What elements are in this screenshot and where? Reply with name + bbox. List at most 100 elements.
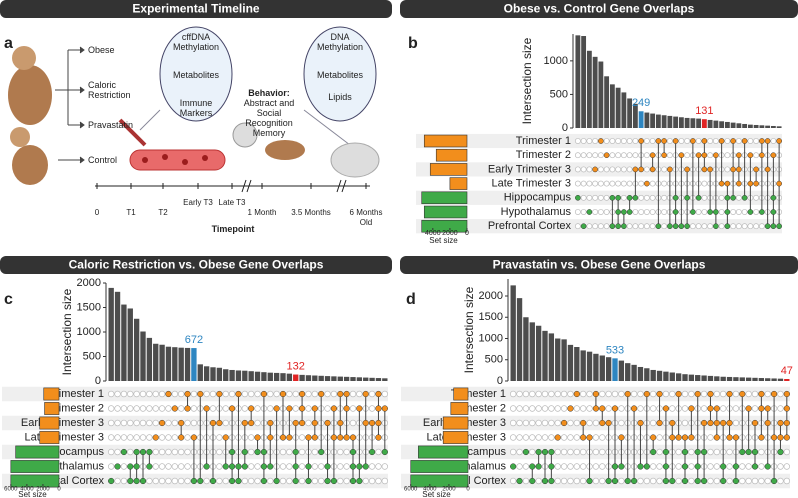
sample-bubble bbox=[303, 26, 377, 122]
set-size-bar bbox=[15, 445, 60, 459]
empty-dot bbox=[286, 390, 293, 398]
set-tick-label: 6000 bbox=[404, 487, 418, 493]
empty-dot bbox=[317, 477, 325, 485]
empty-dot bbox=[541, 419, 549, 427]
empty-dot bbox=[777, 405, 784, 412]
intersection-bar bbox=[770, 125, 776, 128]
timepoint-label: 6 Months Old bbox=[349, 208, 383, 227]
intersection-bar bbox=[599, 355, 605, 381]
member-dot bbox=[741, 138, 748, 144]
member-dot bbox=[700, 448, 708, 456]
empty-dot bbox=[726, 477, 733, 485]
intersection-bar bbox=[133, 318, 140, 381]
member-dot bbox=[586, 209, 593, 215]
set-size-bar bbox=[423, 205, 468, 219]
intersection-bar bbox=[548, 333, 555, 381]
intersection-bar bbox=[625, 363, 631, 381]
empty-dot bbox=[586, 405, 593, 412]
empty-dot bbox=[700, 405, 708, 412]
member-dot bbox=[343, 390, 350, 398]
intersection-bar bbox=[701, 119, 707, 128]
empty-dot bbox=[707, 138, 714, 144]
empty-dot bbox=[120, 463, 128, 470]
empty-dot bbox=[599, 477, 606, 485]
member-dot bbox=[661, 152, 667, 159]
empty-dot bbox=[337, 463, 344, 470]
empty-dot bbox=[516, 419, 523, 427]
member-dot bbox=[190, 477, 198, 485]
empty-dot bbox=[343, 448, 350, 456]
member-dot bbox=[751, 463, 759, 470]
member-dot bbox=[669, 434, 676, 441]
member-dot bbox=[171, 405, 178, 412]
member-dot bbox=[254, 434, 261, 441]
empty-dot bbox=[615, 180, 622, 187]
member-dot bbox=[356, 463, 363, 470]
intersection-bar bbox=[707, 375, 714, 381]
set-tick-label: 0 bbox=[466, 487, 470, 493]
empty-dot bbox=[620, 194, 627, 201]
empty-dot bbox=[688, 463, 695, 470]
empty-dot bbox=[618, 405, 625, 412]
empty-dot bbox=[573, 477, 581, 485]
empty-dot bbox=[152, 463, 159, 470]
member-dot bbox=[730, 194, 736, 201]
member-dot bbox=[222, 463, 229, 470]
intersection-bar bbox=[655, 114, 661, 128]
member-dot bbox=[127, 477, 134, 485]
set-tick-label: 4000 bbox=[425, 230, 441, 237]
empty-dot bbox=[741, 209, 748, 215]
empty-dot bbox=[222, 419, 229, 427]
empty-dot bbox=[541, 390, 549, 398]
empty-dot bbox=[751, 405, 759, 412]
member-dot bbox=[567, 405, 574, 412]
empty-dot bbox=[311, 477, 319, 485]
empty-dot bbox=[535, 405, 542, 412]
empty-dot bbox=[286, 448, 293, 456]
empty-dot bbox=[516, 434, 523, 441]
member-dot bbox=[720, 477, 727, 485]
y-tick-label: 1000 bbox=[77, 326, 101, 338]
set-size-bar bbox=[410, 460, 469, 473]
member-dot bbox=[184, 405, 191, 412]
empty-dot bbox=[592, 223, 599, 230]
empty-dot bbox=[509, 390, 517, 398]
member-dot bbox=[203, 463, 210, 470]
member-dot bbox=[777, 448, 784, 456]
empty-dot bbox=[311, 390, 319, 398]
empty-dot bbox=[548, 419, 555, 427]
empty-dot bbox=[368, 405, 376, 412]
member-dot bbox=[718, 138, 725, 144]
empty-dot bbox=[560, 463, 568, 470]
empty-dot bbox=[615, 166, 622, 173]
empty-dot bbox=[758, 223, 765, 230]
empty-dot bbox=[573, 419, 581, 427]
member-dot bbox=[655, 223, 662, 230]
empty-dot bbox=[177, 477, 185, 485]
member-dot bbox=[286, 434, 293, 441]
y-axis-title: Intersection size bbox=[462, 286, 476, 373]
member-dot bbox=[662, 463, 670, 470]
empty-dot bbox=[330, 390, 338, 398]
member-dot bbox=[764, 405, 771, 412]
empty-dot bbox=[522, 477, 530, 485]
empty-dot bbox=[190, 405, 198, 412]
intersection-bar bbox=[159, 344, 165, 381]
empty-dot bbox=[529, 390, 536, 398]
empty-dot bbox=[529, 419, 536, 427]
empty-dot bbox=[267, 405, 274, 412]
intersection-bar bbox=[581, 36, 587, 129]
intersection-bar bbox=[621, 92, 627, 128]
empty-dot bbox=[375, 477, 382, 485]
intersection-bar bbox=[248, 371, 254, 381]
empty-dot bbox=[618, 477, 625, 485]
member-dot bbox=[675, 434, 682, 441]
intersection-bar bbox=[516, 298, 523, 381]
intersection-bar bbox=[235, 370, 242, 381]
empty-dot bbox=[632, 152, 639, 159]
set-size-bar bbox=[44, 402, 60, 415]
member-dot bbox=[615, 194, 621, 201]
empty-dot bbox=[579, 390, 587, 398]
empty-dot bbox=[656, 463, 663, 470]
member-dot bbox=[621, 209, 627, 215]
